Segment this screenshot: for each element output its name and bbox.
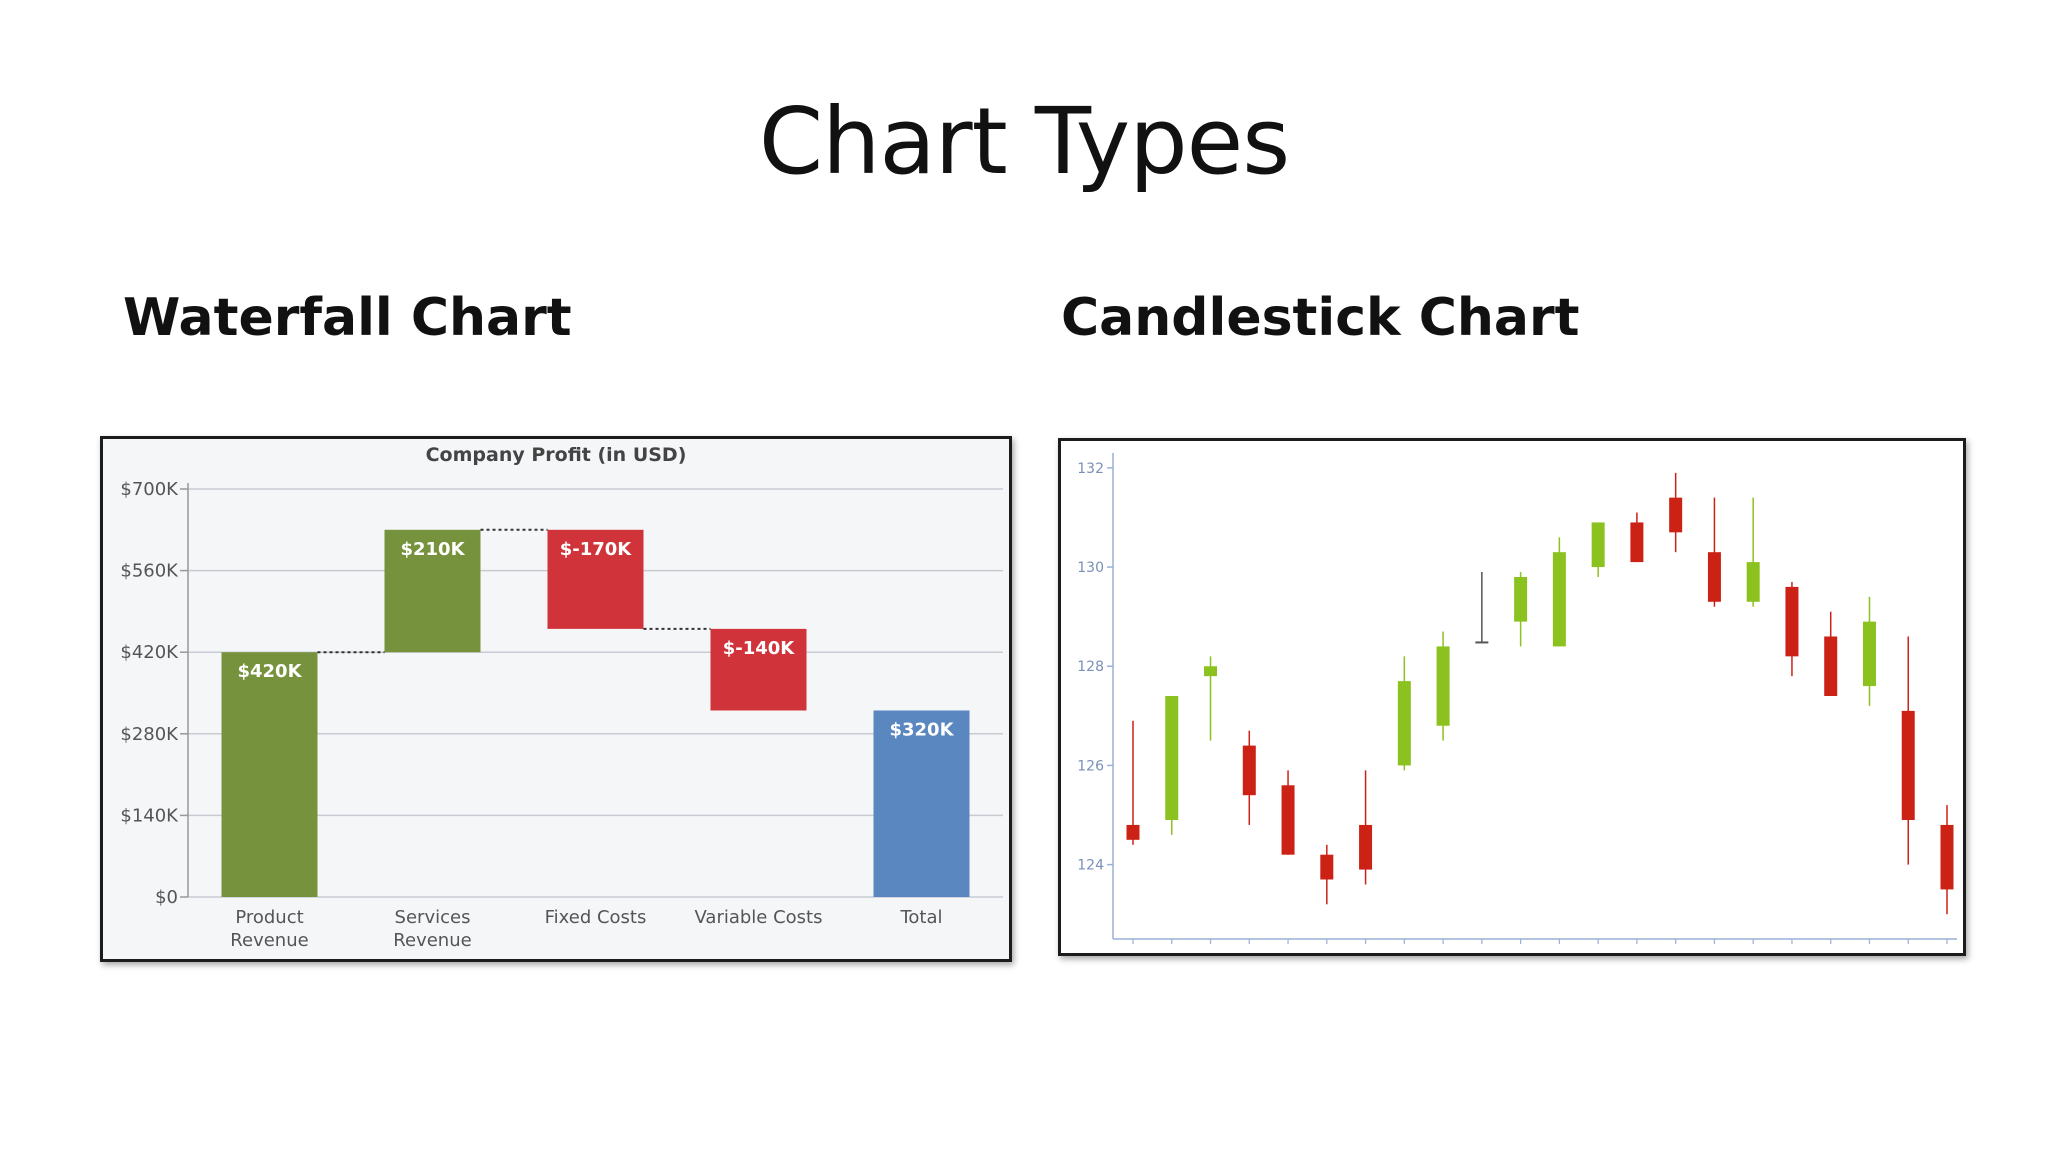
candle-body — [1591, 522, 1605, 568]
candle-body — [1242, 745, 1256, 796]
data-label: $420K — [237, 661, 302, 682]
candlestick-chart: 124 126 128 130 132 — [1077, 453, 1957, 944]
candle-body — [1397, 681, 1411, 766]
bar — [221, 652, 318, 897]
candle-body — [1862, 621, 1876, 687]
x-tick-label: Revenue — [230, 930, 308, 951]
bar — [873, 710, 970, 897]
candle-body — [1436, 646, 1450, 726]
data-label: $-170K — [560, 539, 633, 560]
waterfall-heading: Waterfall Chart — [123, 288, 572, 348]
candle-body — [1475, 641, 1489, 644]
candle-body — [1746, 562, 1760, 602]
y-tick-label: $0 — [155, 887, 178, 908]
x-tick-label: Fixed Costs — [545, 907, 647, 928]
x-tick-label: Total — [899, 907, 942, 928]
slide-title: Chart Types — [758, 88, 1290, 195]
waterfall-chart: Company Profit (in USD) $0 $140K $280K $420K… — [120, 444, 1003, 951]
x-tick-label: Services — [395, 907, 471, 928]
candle-body — [1707, 552, 1721, 602]
candle-body — [1204, 666, 1218, 677]
candle-body — [1359, 824, 1373, 870]
y-tick-label: $700K — [120, 479, 179, 500]
y-tick-label: $280K — [120, 724, 179, 745]
bar — [710, 628, 807, 711]
waterfall-panel: Company Profit (in USD) $0 $140K $280K $420K… — [100, 436, 1012, 962]
bar — [384, 529, 481, 653]
candle-body — [1940, 824, 1954, 890]
candlestick-heading: Candlestick Chart — [1061, 288, 1580, 348]
candle-body — [1785, 586, 1799, 657]
candle-body — [1901, 710, 1915, 820]
data-label: $320K — [889, 719, 954, 740]
candle-body — [1514, 576, 1528, 622]
y-tick-label: $420K — [120, 642, 179, 663]
x-tick-label: Product — [235, 907, 303, 928]
y-tick-label: $140K — [120, 805, 179, 826]
candlestick-panel: 124 126 128 130 132 — [1058, 438, 1966, 956]
candle-body — [1824, 636, 1838, 696]
data-label: $210K — [400, 539, 465, 560]
y-tick-label: 132 — [1077, 461, 1104, 477]
candle-body — [1669, 497, 1683, 533]
chart-title: Company Profit (in USD) — [426, 444, 687, 466]
candle-body — [1126, 824, 1140, 840]
data-label: $-140K — [723, 638, 796, 659]
bar — [547, 529, 644, 629]
candle-body — [1281, 785, 1295, 855]
candle-body — [1320, 854, 1334, 880]
y-tick-label: 124 — [1077, 858, 1104, 874]
candle-body — [1165, 696, 1179, 820]
y-tick-label: $560K — [120, 561, 179, 582]
y-tick-label: 126 — [1077, 758, 1104, 774]
candle-body — [1630, 522, 1644, 563]
x-tick-label: Variable Costs — [695, 907, 823, 928]
candle-body — [1552, 552, 1566, 647]
x-tick-label: Revenue — [393, 930, 471, 951]
y-tick-label: 130 — [1077, 560, 1104, 576]
y-tick-label: 128 — [1077, 659, 1104, 675]
